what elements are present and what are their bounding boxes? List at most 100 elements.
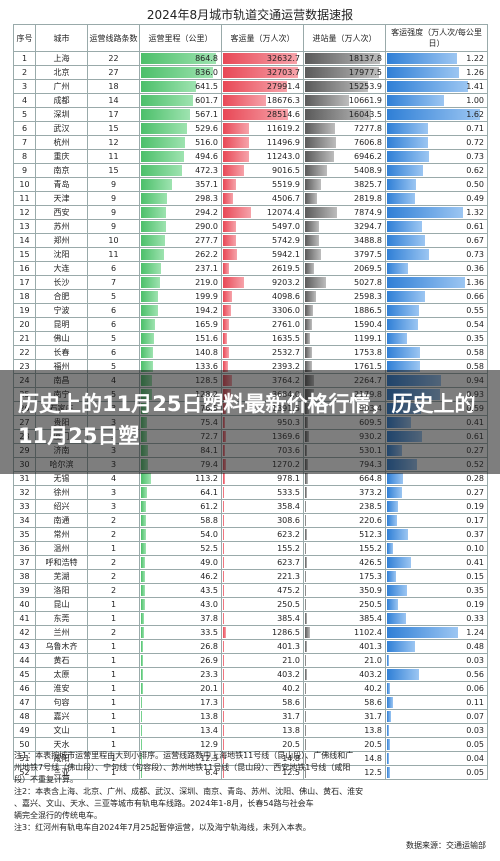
ridership-cell: 28514.6 <box>221 107 304 122</box>
ridership-bar <box>223 165 244 176</box>
entries-value: 2819.8 <box>354 194 382 203</box>
city-name: 广州 <box>35 79 88 94</box>
entries-bar <box>305 613 307 624</box>
ridership-cell: 5742.9 <box>221 233 304 248</box>
intensity-cell: 1.22 <box>385 51 488 66</box>
mileage-cell: 641.5 <box>139 79 222 94</box>
entries-bar <box>305 123 335 134</box>
intensity-cell: 1.36 <box>385 275 488 290</box>
mileage-value: 298.3 <box>195 194 218 203</box>
entries-cell: 403.2 <box>303 667 386 682</box>
entries-bar <box>305 165 328 176</box>
intensity-cell: 0.50 <box>385 177 488 192</box>
intensity-value: 0.71 <box>466 124 484 133</box>
intensity-value: 0.10 <box>466 544 484 553</box>
mileage-value: 79.4 <box>200 460 218 469</box>
intensity-cell: 0.35 <box>385 583 488 598</box>
row-number: 43 <box>13 639 36 654</box>
entries-value: 7606.8 <box>354 138 382 147</box>
intensity-value: 0.03 <box>466 656 484 665</box>
entries-value: 18137.8 <box>348 54 382 63</box>
city-name: 苏州 <box>35 219 88 234</box>
entries-value: 17977.5 <box>348 68 382 77</box>
city-name: 洛阳 <box>35 583 88 598</box>
row-number: 22 <box>13 345 36 360</box>
mileage-cell: 26.9 <box>139 653 222 668</box>
entries-bar <box>305 137 337 148</box>
mileage-bar <box>141 193 167 204</box>
entries-cell: 5027.8 <box>303 275 386 290</box>
ridership-bar <box>223 123 250 134</box>
mileage-value: 133.6 <box>195 362 218 371</box>
table-row: 13 苏州 9 290.0 5497.0 3294.7 0.61 <box>13 219 488 234</box>
mileage-cell: 37.8 <box>139 611 222 626</box>
entries-value: 2598.3 <box>354 292 382 301</box>
entries-cell: 350.9 <box>303 583 386 598</box>
mileage-cell: 601.7 <box>139 93 222 108</box>
mileage-bar <box>141 683 143 694</box>
ridership-bar <box>223 529 225 540</box>
entries-value: 426.5 <box>359 558 382 567</box>
ridership-cell: 308.6 <box>221 513 304 528</box>
intensity-cell: 0.48 <box>385 639 488 654</box>
ridership-value: 4506.7 <box>272 194 300 203</box>
banner-title: 历史上的11月25日塑料最新价格行情，历史上的11月25日塑 <box>18 392 476 448</box>
entries-value: 1761.5 <box>354 362 382 371</box>
table-body: 1 上海 22 864.8 32632.7 18137.8 1.22 2 北京 27 836.0 32… <box>13 51 488 780</box>
intensity-bar <box>387 221 422 232</box>
ridership-value: 1270.2 <box>272 460 300 469</box>
line-count: 7 <box>87 275 140 290</box>
city-name: 长沙 <box>35 275 88 290</box>
intensity-value: 0.61 <box>466 222 484 231</box>
mileage-cell: 58.8 <box>139 513 222 528</box>
entries-cell: 1753.8 <box>303 345 386 360</box>
intensity-bar <box>387 613 406 624</box>
intensity-bar <box>387 67 460 78</box>
intensity-cell: 0.19 <box>385 499 488 514</box>
intensity-value: 0.66 <box>466 292 484 301</box>
line-count: 11 <box>87 149 140 164</box>
intensity-value: 0.59 <box>466 404 484 413</box>
entries-cell: 220.6 <box>303 513 386 528</box>
intensity-value: 0.94 <box>466 376 484 385</box>
line-count: 10 <box>87 233 140 248</box>
entries-value: 664.8 <box>359 474 382 483</box>
city-name: 徐州 <box>35 485 88 500</box>
ridership-value: 221.3 <box>277 572 300 581</box>
table-row: 41 东莞 1 37.8 385.4 385.4 0.33 <box>13 611 488 626</box>
line-count: 2 <box>87 583 140 598</box>
ridership-value: 12.5 <box>282 768 300 777</box>
entries-cell: 7606.8 <box>303 135 386 150</box>
intensity-value: 1.62 <box>466 110 484 119</box>
intensity-cell: 0.62 <box>385 163 488 178</box>
table-row: 2 北京 27 836.0 32703.7 17977.5 1.26 <box>13 65 488 80</box>
header-mileage: 运营里程（公里） <box>139 24 222 52</box>
table-row: 44 黄石 1 26.9 21.0 21.0 0.03 <box>13 653 488 668</box>
mileage-bar <box>141 473 151 484</box>
entries-value: 3797.5 <box>354 250 382 259</box>
ridership-value: 31.7 <box>282 712 300 721</box>
ridership-value: 155.2 <box>277 544 300 553</box>
entries-bar <box>305 277 326 288</box>
ridership-bar <box>223 627 226 638</box>
row-number: 8 <box>13 149 36 164</box>
entries-bar <box>305 81 368 92</box>
mileage-bar <box>141 319 156 330</box>
ridership-cell: 623.7 <box>221 555 304 570</box>
report-title: 2024年8月城市轨道交通运营数据速报 <box>146 8 354 22</box>
ridership-value: 703.6 <box>277 446 300 455</box>
ridership-value: 32632.7 <box>266 54 300 63</box>
ridership-value: 623.7 <box>277 558 300 567</box>
entries-bar <box>305 669 307 680</box>
ridership-value: 9016.5 <box>272 166 300 175</box>
entries-value: 1102.4 <box>354 628 382 637</box>
intensity-value: 0.19 <box>466 600 484 609</box>
entries-cell: 1886.5 <box>303 303 386 318</box>
entries-value: 3825.7 <box>354 180 382 189</box>
entries-value: 385.4 <box>359 614 382 623</box>
intensity-cell: 0.03 <box>385 723 488 738</box>
entries-value: 40.2 <box>364 684 382 693</box>
row-number: 36 <box>13 541 36 556</box>
mileage-value: 13.8 <box>200 712 218 721</box>
mileage-bar <box>141 263 162 274</box>
